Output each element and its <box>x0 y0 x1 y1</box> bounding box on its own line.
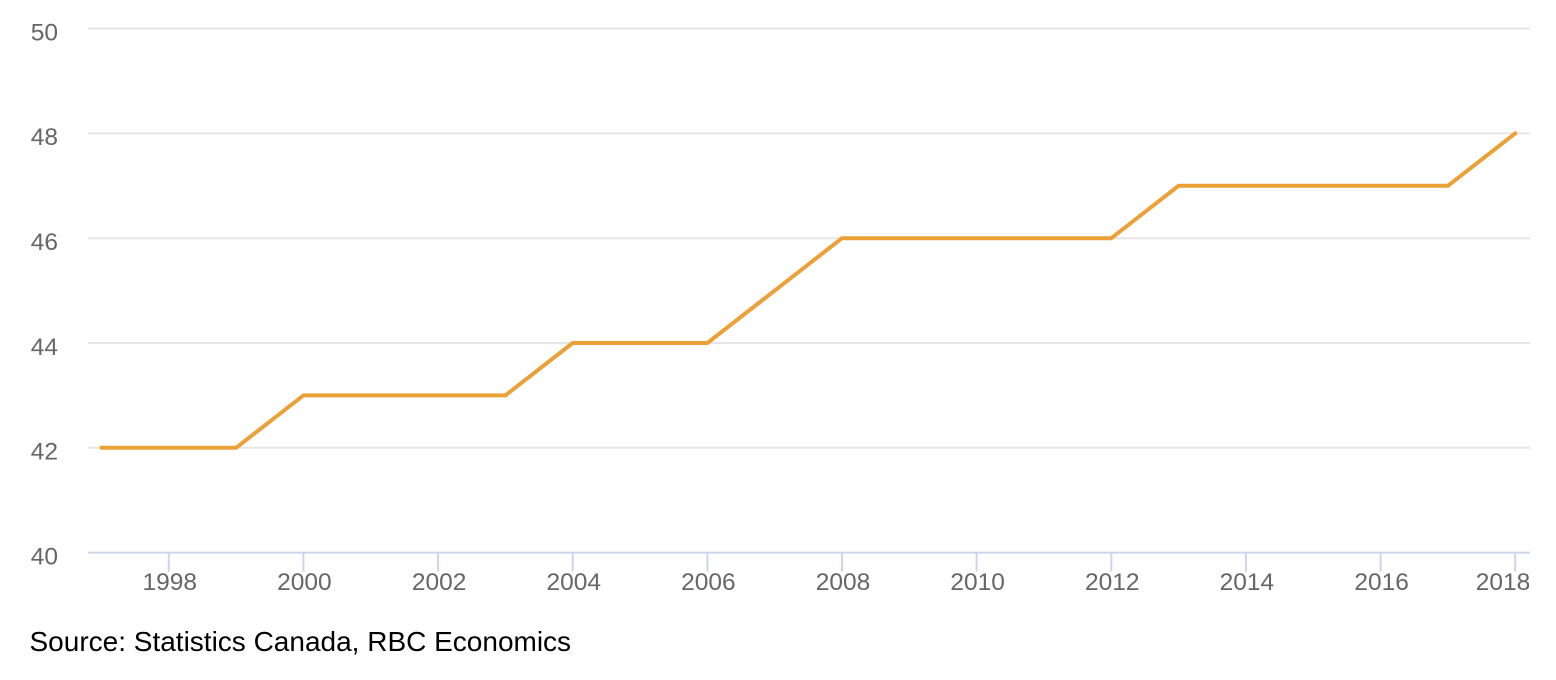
svg-text:2000: 2000 <box>277 569 332 596</box>
svg-text:2008: 2008 <box>816 569 871 596</box>
svg-text:2002: 2002 <box>412 569 467 596</box>
svg-text:2014: 2014 <box>1220 569 1275 596</box>
svg-text:48: 48 <box>31 124 58 151</box>
svg-text:40: 40 <box>31 543 58 570</box>
svg-text:1998: 1998 <box>143 569 198 596</box>
svg-text:2018: 2018 <box>1476 569 1531 596</box>
svg-text:2006: 2006 <box>681 569 736 596</box>
svg-text:42: 42 <box>31 439 58 466</box>
svg-text:2012: 2012 <box>1085 569 1140 596</box>
svg-text:46: 46 <box>31 229 58 256</box>
svg-text:2004: 2004 <box>546 569 601 596</box>
svg-text:2016: 2016 <box>1354 569 1409 596</box>
svg-text:Source: Statistics Canada, RBC: Source: Statistics Canada, RBC Economics <box>30 626 572 657</box>
svg-text:50: 50 <box>31 19 58 46</box>
svg-text:2010: 2010 <box>950 569 1005 596</box>
svg-text:44: 44 <box>31 334 58 361</box>
